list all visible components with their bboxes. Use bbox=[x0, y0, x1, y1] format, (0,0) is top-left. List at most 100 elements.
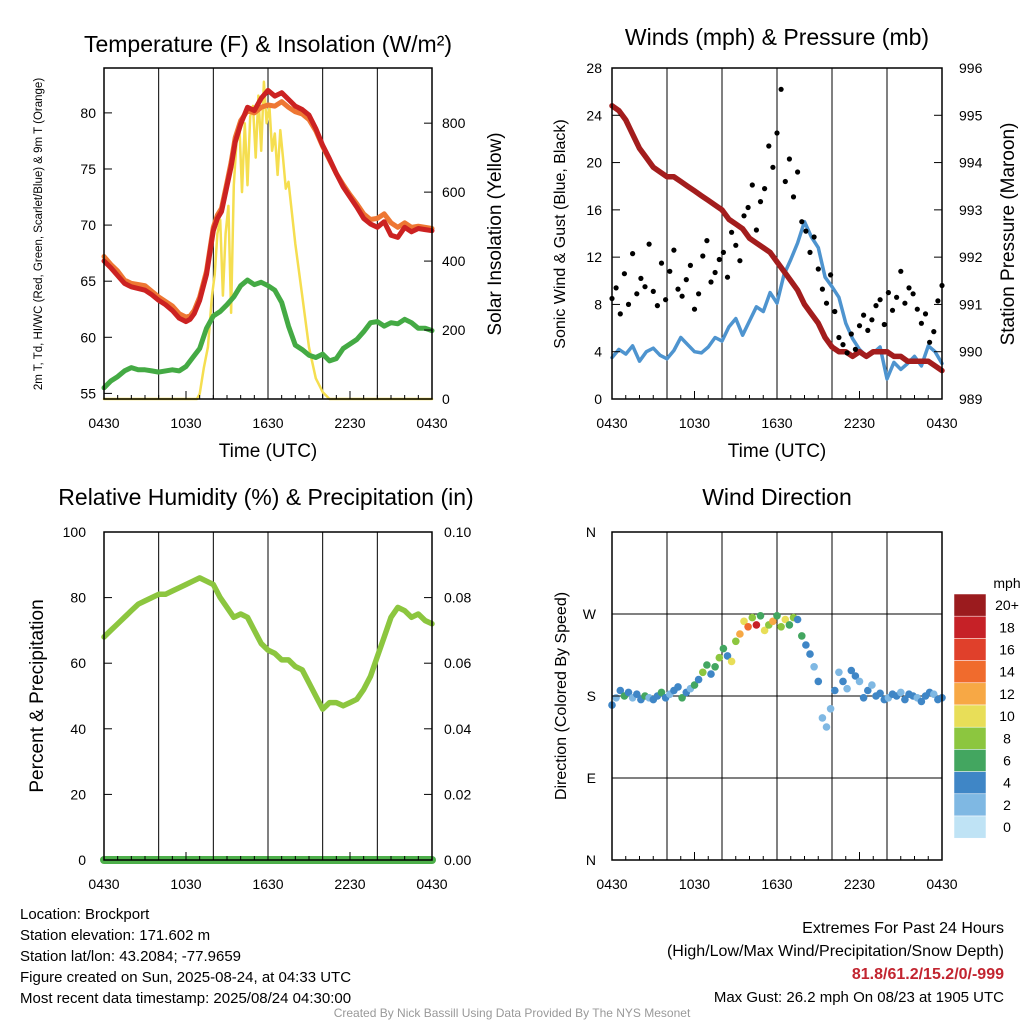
direction-point bbox=[633, 690, 641, 698]
x-tick-label: 1030 bbox=[679, 876, 710, 892]
direction-point bbox=[785, 621, 794, 629]
gust-point bbox=[828, 272, 834, 278]
x-tick-label: 0430 bbox=[88, 876, 119, 892]
extremes-values: 81.8/61.2/15.2/0/-999 bbox=[851, 966, 1004, 983]
y-tick-label: E bbox=[587, 770, 596, 786]
legend-swatch bbox=[953, 638, 987, 661]
legend-label: 16 bbox=[999, 642, 1015, 658]
gust-point bbox=[790, 194, 797, 200]
x-tick-label: 1630 bbox=[761, 415, 792, 431]
gust-point bbox=[914, 306, 920, 312]
series-relative-humidity bbox=[101, 575, 435, 712]
station-elevation: Station elevation: 171.602 m bbox=[20, 927, 211, 944]
gust-point bbox=[918, 320, 925, 326]
y-axis-label: Sonic Wind & Gust (Blue, Black) bbox=[552, 119, 569, 348]
x-tick-label: 0430 bbox=[596, 415, 627, 431]
direction-point bbox=[831, 686, 839, 695]
y-tick-label: 80 bbox=[80, 105, 96, 121]
y2-tick-label: 993 bbox=[959, 202, 983, 218]
legend-swatch bbox=[953, 726, 987, 750]
y-tick-label: 60 bbox=[80, 329, 96, 345]
y2-tick-label: 0 bbox=[442, 391, 450, 407]
x-tick-label: 1030 bbox=[170, 415, 201, 431]
y-tick-label: 0 bbox=[594, 391, 602, 407]
direction-point bbox=[719, 644, 728, 653]
legend-label: 14 bbox=[999, 664, 1015, 680]
direction-point bbox=[748, 613, 757, 622]
gust-point bbox=[654, 303, 661, 309]
gust-point bbox=[774, 130, 780, 136]
gust-point bbox=[803, 228, 809, 234]
gust-point bbox=[885, 290, 892, 296]
gust-point bbox=[815, 266, 821, 272]
y2-tick-label: 995 bbox=[959, 107, 983, 123]
y-tick-label: 8 bbox=[594, 296, 602, 312]
gust-point bbox=[729, 229, 735, 235]
y2-tick-label: 0.08 bbox=[444, 590, 471, 606]
x-tick-label: 1630 bbox=[761, 876, 792, 892]
gust-point bbox=[762, 186, 768, 192]
y-tick-label: S bbox=[587, 688, 596, 704]
legend-swatch bbox=[953, 615, 987, 639]
y2-tick-label: 400 bbox=[442, 253, 466, 269]
x-tick-label: 0430 bbox=[416, 876, 447, 892]
direction-point bbox=[736, 630, 744, 638]
direction-point bbox=[798, 632, 806, 640]
direction-point bbox=[674, 683, 682, 691]
legend-label: 2 bbox=[1003, 797, 1011, 813]
gust-point bbox=[724, 274, 731, 280]
gust-point bbox=[708, 279, 714, 285]
gust-point bbox=[861, 312, 867, 318]
panel-3: 0 20 40 60 80 100 0.00 0.02 0.04 0.06 0.08 0.10 0430… bbox=[27, 484, 474, 892]
y-tick-label: 65 bbox=[80, 273, 96, 289]
y-axis-label: Direction (Colored By Speed) bbox=[553, 592, 570, 800]
y2-axis-label: Solar Insolation (Yellow) bbox=[485, 132, 506, 335]
figure-created: Figure created on Sun, 2025-08-24, at 04… bbox=[20, 969, 352, 986]
direction-point bbox=[868, 681, 876, 689]
gust-point bbox=[836, 334, 842, 341]
legend-swatch bbox=[953, 793, 987, 817]
y2-tick-label: 200 bbox=[442, 322, 466, 338]
gust-point bbox=[749, 182, 755, 188]
gust-point bbox=[869, 317, 875, 323]
y-tick-label: N bbox=[586, 524, 596, 540]
direction-point bbox=[814, 677, 823, 686]
y2-tick-label: 990 bbox=[959, 344, 983, 360]
y-tick-label: W bbox=[583, 606, 597, 622]
gust-point bbox=[646, 241, 652, 247]
y2-tick-label: 989 bbox=[959, 391, 983, 407]
direction-point bbox=[843, 684, 851, 693]
gust-point bbox=[687, 262, 694, 268]
gust-point bbox=[650, 288, 656, 294]
y2-axis-label: Station Pressure (Maroon) bbox=[998, 123, 1019, 346]
gust-point bbox=[613, 285, 619, 291]
gust-point bbox=[894, 294, 900, 300]
gust-point bbox=[844, 350, 850, 356]
direction-point bbox=[703, 661, 711, 669]
y-tick-label: 16 bbox=[586, 202, 602, 218]
max-gust: Max Gust: 26.2 mph On 08/23 at 1905 UTC bbox=[713, 989, 1004, 1006]
direction-point bbox=[744, 623, 752, 631]
x-tick-label: 2230 bbox=[334, 876, 365, 892]
gust-point bbox=[852, 346, 859, 352]
gust-point bbox=[889, 307, 896, 313]
gust-point bbox=[786, 156, 793, 162]
gust-point bbox=[630, 251, 636, 257]
legend-swatch bbox=[953, 771, 987, 795]
direction-point bbox=[760, 626, 769, 635]
direction-point bbox=[901, 695, 909, 704]
y-tick-label: 100 bbox=[63, 524, 87, 540]
gust-point bbox=[696, 291, 702, 297]
gust-point bbox=[704, 238, 710, 244]
direction-point bbox=[616, 686, 625, 695]
direction-point bbox=[864, 686, 872, 695]
direction-point bbox=[835, 668, 843, 677]
direction-point bbox=[781, 615, 790, 624]
gust-point bbox=[720, 249, 727, 255]
gust-point bbox=[807, 249, 813, 255]
gust-point bbox=[856, 323, 863, 329]
direction-point bbox=[822, 723, 831, 731]
gust-point bbox=[778, 86, 784, 92]
